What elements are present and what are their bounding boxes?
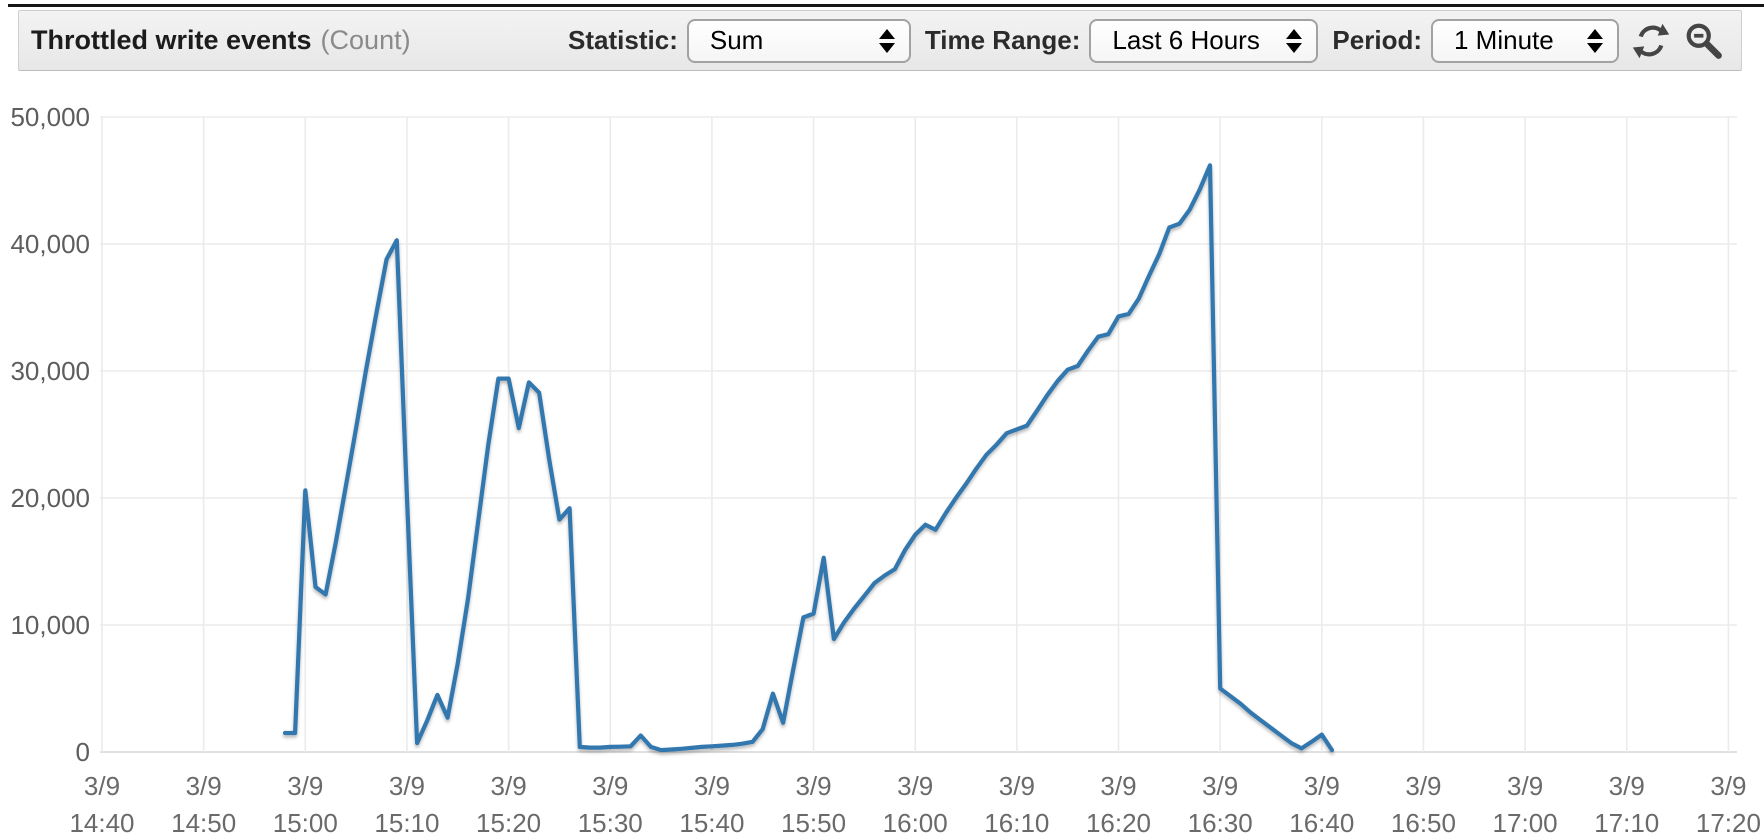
svg-text:14:40: 14:40 [69,808,134,838]
time-range-select[interactable]: Last 6 Hours [1089,18,1319,63]
page-title: Throttled write events (Count) [31,25,411,56]
svg-text:3/9: 3/9 [1507,771,1543,801]
svg-text:3/9: 3/9 [1202,771,1238,801]
svg-text:16:00: 16:00 [883,808,948,838]
svg-text:17:20: 17:20 [1696,808,1761,838]
svg-text:40,000: 40,000 [10,229,90,259]
metric-title: Throttled write events [31,25,312,55]
time-range-label: Time Range: [924,25,1081,55]
top-border-line [8,4,1764,7]
svg-text:10,000: 10,000 [10,610,90,640]
svg-text:16:30: 16:30 [1188,808,1253,838]
zoom-out-icon [1686,23,1722,59]
svg-text:15:30: 15:30 [578,808,643,838]
zoom-out-button[interactable] [1683,20,1725,62]
refresh-button[interactable] [1630,20,1672,62]
svg-text:3/9: 3/9 [694,771,730,801]
select-up-down-arrows-icon [1587,28,1603,53]
svg-text:3/9: 3/9 [1710,771,1746,801]
svg-text:15:40: 15:40 [679,808,744,838]
svg-text:15:50: 15:50 [781,808,846,838]
svg-text:17:00: 17:00 [1493,808,1558,838]
svg-text:3/9: 3/9 [84,771,120,801]
chart-controls: Statistic: Sum Time Range: Last 6 Hours … [568,18,1725,63]
svg-text:0: 0 [76,737,90,767]
select-up-down-arrows-icon [878,28,895,53]
svg-text:17:10: 17:10 [1594,808,1659,838]
svg-text:16:50: 16:50 [1391,808,1456,838]
period-selected-value: 1 Minute [1454,25,1554,55]
select-up-down-arrows-icon [1286,28,1303,53]
svg-text:16:20: 16:20 [1086,808,1151,838]
chart-toolbar: Throttled write events (Count) Statistic… [18,10,1742,71]
svg-text:20,000: 20,000 [10,483,90,513]
time-range-selected-value: Last 6 Hours [1112,25,1260,55]
svg-text:15:10: 15:10 [374,808,439,838]
period-select[interactable]: 1 Minute [1431,18,1619,63]
svg-text:15:20: 15:20 [476,808,541,838]
svg-text:50,000: 50,000 [10,102,90,132]
svg-text:3/9: 3/9 [186,771,222,801]
svg-text:3/9: 3/9 [1405,771,1441,801]
refresh-icon [1632,23,1670,58]
statistic-selected-value: Sum [709,25,764,55]
svg-text:16:10: 16:10 [984,808,1049,838]
svg-text:30,000: 30,000 [10,356,90,386]
svg-text:3/9: 3/9 [592,771,628,801]
svg-text:15:00: 15:00 [273,808,338,838]
svg-text:3/9: 3/9 [897,771,933,801]
svg-text:3/9: 3/9 [795,771,831,801]
svg-text:14:50: 14:50 [171,808,236,838]
metric-chart-canvas[interactable]: 50,000 40,000 30,000 20,000 10,000 0 3/9 14:40 3… [0,73,1764,840]
metric-unit-label: (Count) [320,25,411,55]
statistic-label: Statistic: [568,25,678,55]
svg-text:3/9: 3/9 [491,771,527,801]
statistic-select[interactable]: Sum [686,18,911,63]
svg-text:3/9: 3/9 [1304,771,1340,801]
period-label: Period: [1332,25,1422,55]
svg-text:3/9: 3/9 [999,771,1035,801]
svg-text:3/9: 3/9 [1609,771,1645,801]
svg-text:3/9: 3/9 [1100,771,1136,801]
metric-line-chart: 50,000 40,000 30,000 20,000 10,000 0 3/9 14:40 3… [10,102,1761,838]
svg-text:3/9: 3/9 [389,771,425,801]
svg-text:3/9: 3/9 [287,771,323,801]
svg-text:16:40: 16:40 [1289,808,1354,838]
